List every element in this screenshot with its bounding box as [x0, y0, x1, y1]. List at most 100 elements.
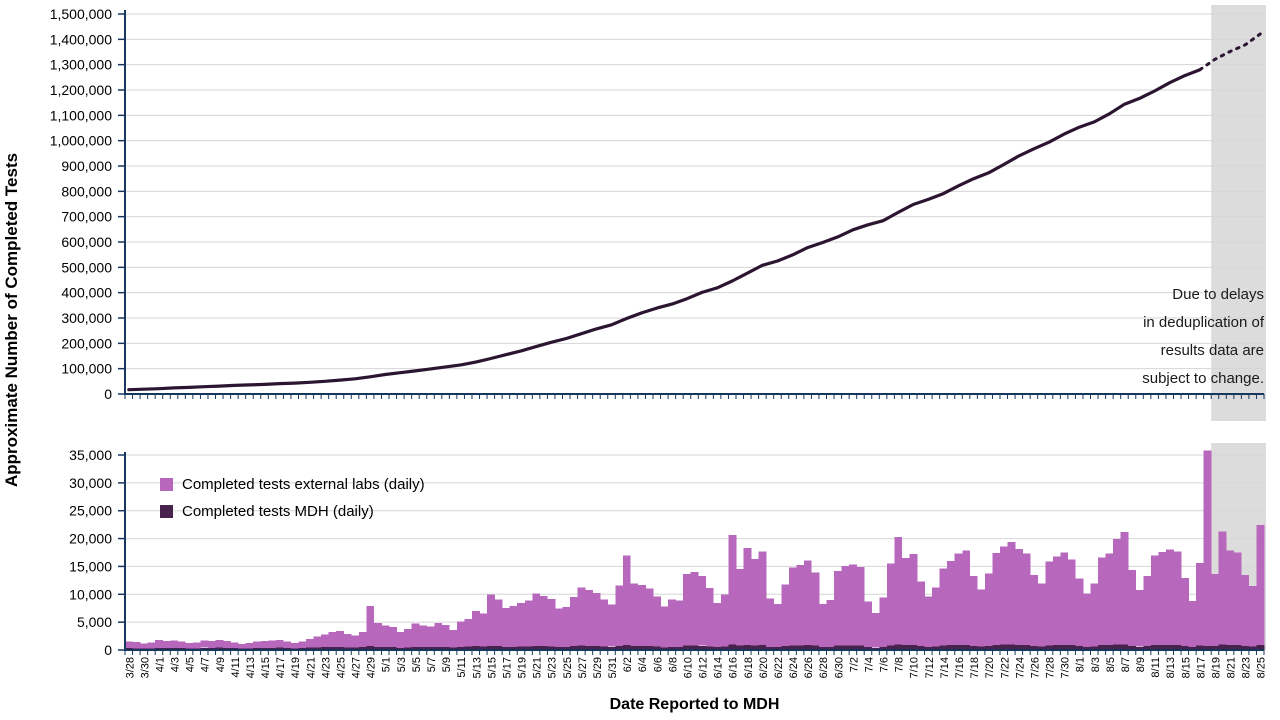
svg-text:7/30: 7/30	[1060, 657, 1072, 678]
svg-text:8/9: 8/9	[1135, 657, 1147, 672]
svg-text:4/25: 4/25	[336, 657, 348, 678]
svg-text:10,000: 10,000	[69, 586, 112, 602]
svg-text:7/10: 7/10	[909, 657, 921, 678]
svg-text:7/8: 7/8	[894, 657, 906, 672]
svg-text:8/25: 8/25	[1256, 657, 1268, 678]
svg-text:6/22: 6/22	[773, 657, 785, 678]
svg-text:4/11: 4/11	[230, 657, 242, 678]
svg-text:3/28: 3/28	[124, 657, 136, 678]
svg-text:3/30: 3/30	[139, 657, 151, 678]
cumulative-tests-chart: 0 100,000 200,000 300,000 400,000 500,000 600,…	[50, 5, 1266, 421]
legend-label-mdh: Completed tests MDH (daily)	[182, 503, 374, 520]
svg-text:800,000: 800,000	[61, 183, 112, 199]
svg-text:400,000: 400,000	[61, 285, 112, 301]
svg-text:7/22: 7/22	[999, 657, 1011, 678]
deduplication-annotation: Due to delays in deduplication of result…	[1034, 281, 1264, 393]
svg-text:6/2: 6/2	[622, 657, 634, 672]
svg-text:4/29: 4/29	[366, 657, 378, 678]
svg-text:15,000: 15,000	[69, 558, 112, 574]
svg-text:5/7: 5/7	[426, 657, 438, 672]
svg-text:100,000: 100,000	[61, 361, 112, 377]
svg-text:6/8: 6/8	[667, 657, 679, 672]
svg-text:8/11: 8/11	[1150, 657, 1162, 678]
svg-text:900,000: 900,000	[61, 158, 112, 174]
legend: Completed tests external labs (daily) Co…	[160, 471, 425, 525]
svg-text:6/26: 6/26	[803, 657, 815, 678]
x-axis-title: Date Reported to MDH	[609, 696, 780, 713]
svg-text:8/5: 8/5	[1105, 657, 1117, 672]
svg-text:8/7: 8/7	[1120, 657, 1132, 672]
svg-text:5/21: 5/21	[532, 657, 544, 678]
svg-text:4/17: 4/17	[275, 657, 287, 678]
svg-text:4/1: 4/1	[154, 657, 166, 672]
svg-text:600,000: 600,000	[61, 234, 112, 250]
svg-text:8/23: 8/23	[1241, 657, 1253, 678]
svg-text:300,000: 300,000	[61, 310, 112, 326]
svg-text:7/20: 7/20	[984, 657, 996, 678]
svg-text:25,000: 25,000	[69, 503, 112, 519]
svg-text:1,100,000: 1,100,000	[50, 107, 112, 123]
svg-text:1,200,000: 1,200,000	[50, 82, 112, 98]
svg-text:4/7: 4/7	[200, 657, 212, 672]
svg-text:6/4: 6/4	[637, 657, 649, 672]
svg-text:5/23: 5/23	[547, 657, 559, 678]
svg-text:4/27: 4/27	[351, 657, 363, 678]
svg-text:7/26: 7/26	[1029, 657, 1041, 678]
svg-text:700,000: 700,000	[61, 209, 112, 225]
svg-text:30,000: 30,000	[69, 475, 112, 491]
svg-text:0: 0	[104, 386, 112, 402]
svg-text:1,000,000: 1,000,000	[50, 133, 112, 149]
svg-text:4/3: 4/3	[170, 657, 182, 672]
svg-text:6/6: 6/6	[652, 657, 664, 672]
svg-text:5/31: 5/31	[607, 657, 619, 678]
svg-text:5/27: 5/27	[577, 657, 589, 678]
legend-item-mdh: Completed tests MDH (daily)	[160, 498, 425, 525]
svg-text:7/24: 7/24	[1014, 657, 1026, 678]
svg-text:6/16: 6/16	[728, 657, 740, 678]
svg-text:7/14: 7/14	[939, 657, 951, 678]
svg-text:6/18: 6/18	[743, 657, 755, 678]
svg-text:5/25: 5/25	[562, 657, 574, 678]
svg-text:20,000: 20,000	[69, 531, 112, 547]
external-labs-swatch	[160, 478, 173, 491]
svg-text:0: 0	[104, 642, 112, 658]
svg-text:5/29: 5/29	[592, 657, 604, 678]
svg-text:6/30: 6/30	[833, 657, 845, 678]
svg-text:4/5: 4/5	[185, 657, 197, 672]
svg-text:1,300,000: 1,300,000	[50, 57, 112, 73]
legend-label-external-labs: Completed tests external labs (daily)	[182, 476, 425, 493]
svg-text:8/1: 8/1	[1075, 657, 1087, 672]
svg-text:5,000: 5,000	[77, 614, 112, 630]
annotation-line: subject to change.	[1142, 370, 1264, 387]
mdh-swatch	[160, 505, 173, 518]
annotation-line: Due to delays	[1172, 286, 1264, 303]
svg-text:8/21: 8/21	[1226, 657, 1238, 678]
svg-text:7/4: 7/4	[864, 657, 876, 672]
svg-text:5/19: 5/19	[517, 657, 529, 678]
svg-text:5/13: 5/13	[471, 657, 483, 678]
annotation-line: results data are	[1160, 342, 1264, 359]
svg-text:5/15: 5/15	[486, 657, 498, 678]
svg-text:5/1: 5/1	[381, 657, 393, 672]
svg-text:4/9: 4/9	[215, 657, 227, 672]
svg-text:200,000: 200,000	[61, 335, 112, 351]
svg-text:8/19: 8/19	[1211, 657, 1223, 678]
svg-text:6/28: 6/28	[818, 657, 830, 678]
svg-text:7/16: 7/16	[954, 657, 966, 678]
svg-text:7/18: 7/18	[969, 657, 981, 678]
svg-text:4/23: 4/23	[320, 657, 332, 678]
svg-text:4/21: 4/21	[305, 657, 317, 678]
svg-text:8/3: 8/3	[1090, 657, 1102, 672]
svg-text:7/2: 7/2	[848, 657, 860, 672]
svg-text:5/5: 5/5	[411, 657, 423, 672]
svg-text:6/14: 6/14	[713, 657, 725, 678]
svg-text:8/13: 8/13	[1165, 657, 1177, 678]
svg-text:5/3: 5/3	[396, 657, 408, 672]
svg-text:4/15: 4/15	[260, 657, 272, 678]
svg-text:4/13: 4/13	[245, 657, 257, 678]
svg-text:7/28: 7/28	[1045, 657, 1057, 678]
svg-text:35,000: 35,000	[69, 447, 112, 463]
svg-text:6/12: 6/12	[698, 657, 710, 678]
svg-text:8/17: 8/17	[1195, 657, 1207, 678]
